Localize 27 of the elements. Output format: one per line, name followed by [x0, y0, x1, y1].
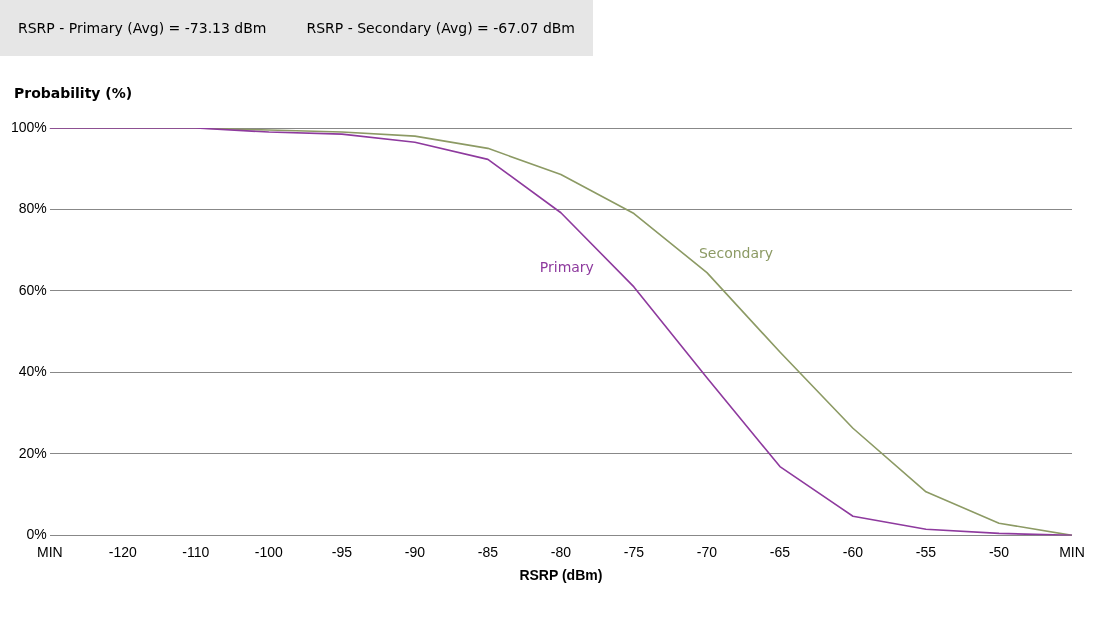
y-tick-label: 0%: [26, 526, 47, 543]
text: RSRP - Primary (Avg) = -73.13 dBm: [18, 20, 267, 36]
y-tick-label: 80%: [18, 200, 47, 217]
x-tick-label: MIN: [1059, 543, 1085, 560]
y-tick-label: 40%: [18, 363, 47, 380]
x-axis-title: RSRP (dBm): [519, 567, 603, 584]
y-tick-label: 20%: [18, 444, 47, 461]
x-tick-label: -120: [108, 543, 138, 560]
x-tick-label: -110: [182, 543, 210, 560]
y-tick-label: 100%: [10, 118, 47, 135]
x-tick-label: MIN: [36, 543, 63, 560]
x-tick-label: -80: [550, 543, 572, 560]
y-tick-label: 60%: [18, 281, 47, 298]
x-tick-label: -75: [623, 543, 645, 560]
x-tick-label: -55: [915, 543, 937, 560]
x-tick-label: -95: [331, 543, 353, 560]
x-tick-label: -90: [404, 543, 426, 560]
x-tick-label: -100: [254, 543, 284, 560]
x-tick-label: -50: [988, 543, 1010, 560]
y-axis-title: Probability (%): [14, 85, 133, 101]
series-label: Secondary: [698, 244, 774, 261]
series-label: Primary: [539, 258, 594, 275]
text: RSRP - Secondary (Avg) = -67.07 dBm: [306, 20, 576, 36]
x-tick-label: -65: [769, 543, 791, 560]
x-tick-label: -70: [696, 543, 718, 560]
x-tick-label: -85: [477, 543, 499, 560]
x-tick-label: -60: [842, 543, 864, 560]
